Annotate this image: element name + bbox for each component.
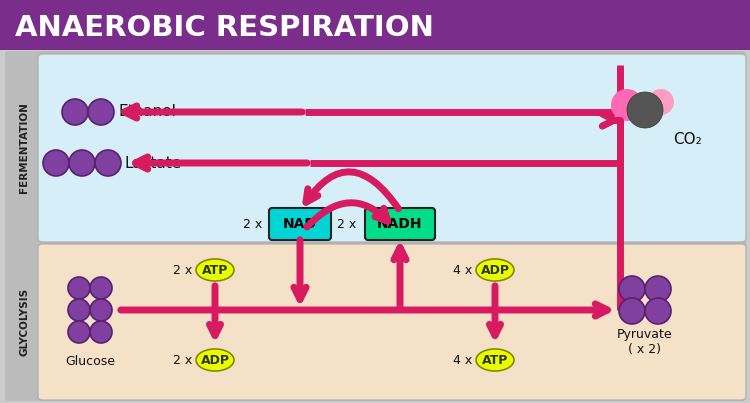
- Circle shape: [627, 92, 663, 128]
- Text: 4 x: 4 x: [453, 353, 472, 366]
- Circle shape: [68, 277, 90, 299]
- Text: Pyruvate
( x 2): Pyruvate ( x 2): [617, 328, 673, 356]
- Text: ADP: ADP: [481, 264, 509, 276]
- FancyArrowPatch shape: [306, 172, 398, 209]
- FancyBboxPatch shape: [365, 208, 435, 240]
- Text: NAD: NAD: [283, 217, 317, 231]
- Circle shape: [43, 150, 69, 176]
- Circle shape: [645, 276, 671, 302]
- Circle shape: [95, 150, 121, 176]
- Circle shape: [90, 299, 112, 321]
- Text: 2 x: 2 x: [172, 353, 192, 366]
- Circle shape: [69, 150, 95, 176]
- Text: ATP: ATP: [482, 353, 508, 366]
- Circle shape: [645, 298, 671, 324]
- Ellipse shape: [476, 349, 514, 371]
- Text: 4 x: 4 x: [453, 264, 472, 276]
- Text: ANAEROBIC RESPIRATION: ANAEROBIC RESPIRATION: [15, 14, 433, 42]
- Text: GLYCOLYSIS: GLYCOLYSIS: [19, 288, 29, 356]
- FancyArrowPatch shape: [307, 203, 388, 227]
- Ellipse shape: [196, 349, 234, 371]
- FancyBboxPatch shape: [5, 51, 746, 401]
- Text: FERMENTATION: FERMENTATION: [19, 102, 29, 193]
- Circle shape: [611, 89, 643, 121]
- Text: 2 x: 2 x: [243, 218, 262, 231]
- Circle shape: [62, 99, 88, 125]
- Circle shape: [648, 89, 674, 115]
- Text: 2 x: 2 x: [337, 218, 356, 231]
- FancyBboxPatch shape: [38, 244, 746, 400]
- FancyBboxPatch shape: [269, 208, 331, 240]
- Circle shape: [619, 276, 645, 302]
- FancyBboxPatch shape: [0, 0, 750, 50]
- Text: Glucose: Glucose: [65, 355, 115, 368]
- Text: NADH: NADH: [377, 217, 423, 231]
- Text: ADP: ADP: [200, 353, 230, 366]
- Circle shape: [68, 321, 90, 343]
- FancyBboxPatch shape: [0, 0, 490, 50]
- Ellipse shape: [196, 259, 234, 281]
- Text: Ethanol: Ethanol: [118, 104, 176, 120]
- Circle shape: [619, 298, 645, 324]
- Circle shape: [88, 99, 114, 125]
- Circle shape: [90, 321, 112, 343]
- Text: ATP: ATP: [202, 264, 228, 276]
- Text: Lactate: Lactate: [125, 156, 182, 170]
- Text: CO₂: CO₂: [673, 132, 702, 147]
- Ellipse shape: [476, 259, 514, 281]
- Text: 2 x: 2 x: [172, 264, 192, 276]
- Circle shape: [68, 299, 90, 321]
- Circle shape: [90, 277, 112, 299]
- FancyBboxPatch shape: [38, 54, 746, 242]
